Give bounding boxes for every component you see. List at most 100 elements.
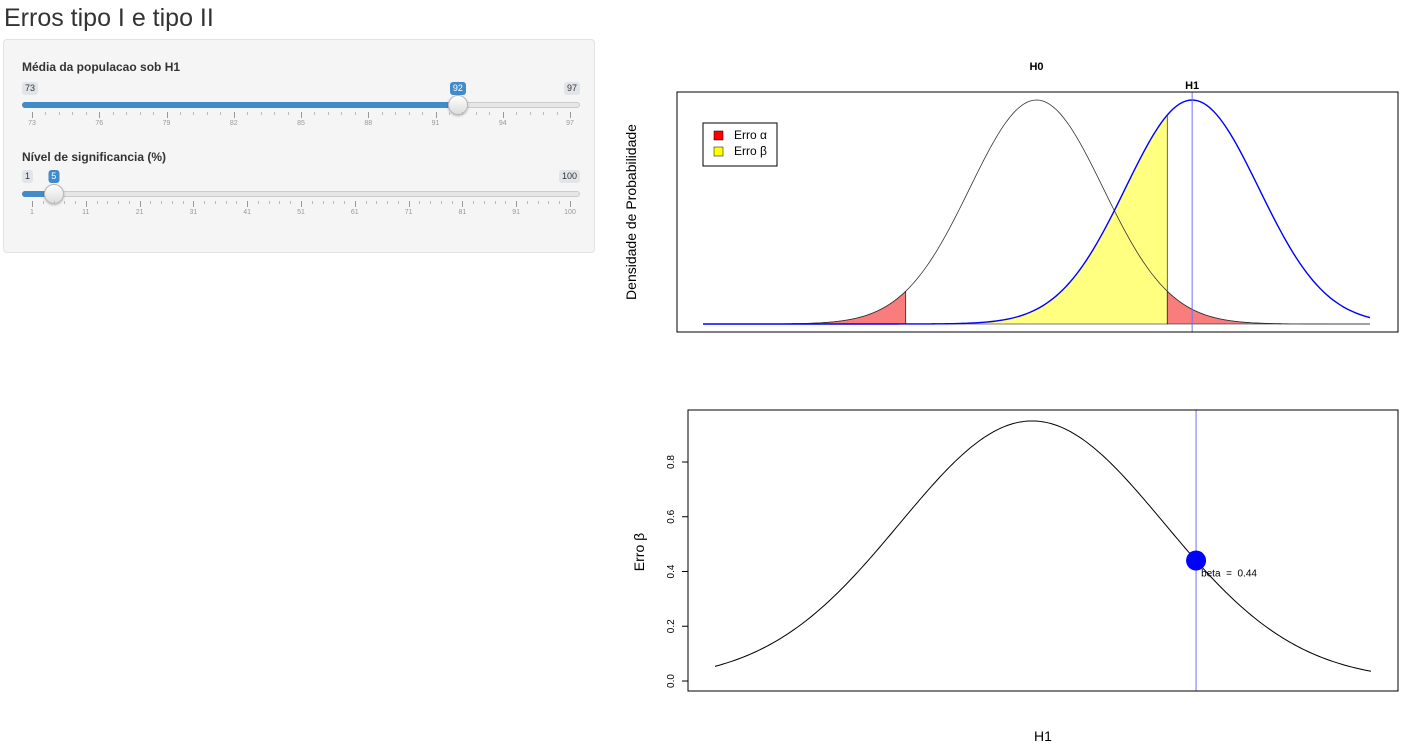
slider-minor-tick [354,112,356,115]
slider-tick [32,201,33,207]
slider-tick-label: 100 [564,209,576,216]
slider-minor-tick [193,112,195,115]
slider-tick-label: 97 [566,120,574,127]
slider-minor-tick [236,201,238,204]
slider-minor-tick [153,112,155,115]
slider-minor-tick [96,201,98,204]
slider-minor-tick [287,112,289,115]
slider-tick-label: 41 [243,209,252,216]
slider-tick [570,112,571,118]
legend-swatch-alpha [713,130,724,141]
slider-minor-tick [387,201,389,204]
slider-minor-tick [260,112,262,115]
slider-minor-tick [126,112,128,115]
beta-y-tick-label: 0.2 [666,619,677,633]
slider-tick [502,112,504,118]
slider-value-label: 5 [48,170,60,183]
slider-tick [301,201,302,207]
slider-minor-tick [451,201,453,204]
slider-tick [462,201,464,207]
slider-minor-tick [489,112,491,115]
slider-minor-tick [365,201,367,204]
slider-minor-tick [257,201,259,204]
legend-label-beta: Erro β [734,144,767,158]
slider-tick-label: 51 [297,209,305,216]
mean-h1-slider-handle[interactable] [447,95,468,115]
current-beta-marker [1186,550,1207,571]
slider-minor-tick [206,112,208,115]
slider-minor-tick [279,201,281,204]
page-title: Erros tipo I e tipo II [4,4,214,32]
slider-minor-tick [85,112,87,115]
slider-minor-tick [214,201,216,204]
slider-minor-tick [505,201,507,204]
slider-tick-label: 31 [189,209,198,216]
slider-tick [139,201,141,207]
slider-minor-tick [58,112,60,115]
slider-label-mean-h1: Média da populacao sob H1 [22,60,181,74]
slider-tick-label: 11 [82,209,90,216]
slider-tick-label: 81 [458,209,467,216]
slider-minor-tick [397,201,399,204]
slider-tick [516,201,518,207]
h1-label: H1 [1185,80,1199,92]
slider-minor-tick [376,201,378,204]
density-plot-frame [676,91,1399,333]
slider-tick-label: 88 [364,120,373,127]
slider-minor-tick [559,201,561,204]
slider-minor-tick [274,112,276,115]
beta-error-area [905,114,1168,325]
slider-min-label: 1 [22,170,34,183]
slider-minor-tick [475,112,477,115]
slider-minor-tick [42,201,44,204]
slider-tick-label: 1 [30,209,34,216]
slider-minor-tick [419,201,421,204]
slider-tick-label: 94 [498,120,507,127]
slider-minor-tick [381,112,383,115]
slider-tick [32,112,33,118]
significance-slider-track[interactable] [22,191,580,197]
slider-minor-tick [179,112,181,115]
slider-tick [435,112,437,118]
slider-minor-tick [204,201,206,204]
slider-minor-tick [483,201,485,204]
slider-tick-label: 85 [297,120,305,127]
alpha-error-area-left [703,290,907,325]
slider-minor-tick [225,201,227,204]
slider-minor-tick [290,201,292,204]
slider-tick [301,112,302,118]
beta-plot-frame [687,409,1399,692]
slider-tick [233,112,235,118]
beta-y-tick-label: 0.0 [666,674,677,688]
slider-minor-tick [118,201,120,204]
h1-density-curve [703,99,1371,325]
beta-xlabel: H1 [1034,728,1052,744]
slider-minor-tick [516,112,518,115]
slider-tick-label: 82 [229,120,238,127]
slider-tick [368,112,370,118]
slider-minor-tick [548,201,550,204]
slider-minor-tick [526,201,528,204]
beta-y-tick-label: 0.4 [666,564,677,578]
alpha-error-area-right [1166,290,1370,325]
slider-minor-tick [543,112,545,115]
slider-tick-label: 73 [28,120,36,127]
slider-tick-label: 71 [404,209,413,216]
slider-minor-tick [161,201,163,204]
slider-minor-tick [333,201,335,204]
legend-swatch-beta [713,146,724,157]
slider-minor-tick [448,112,450,115]
beta-annotation: beta = 0.44 [1201,569,1257,580]
slider-minor-tick [128,201,130,204]
slider-group-significance: Nível de significancia (%) 1 100 5 1 11 21… [22,150,580,230]
slider-minor-tick [473,201,475,204]
slider-minor-tick [327,112,329,115]
slider-minor-tick [107,201,109,204]
slider-minor-tick [72,112,74,115]
slider-minor-tick [341,112,343,115]
slider-tick [166,112,168,118]
slider-minor-tick [139,112,141,115]
slider-tick-label: 21 [135,209,144,216]
slider-minor-tick [64,201,66,204]
slider-minor-tick [314,112,316,115]
